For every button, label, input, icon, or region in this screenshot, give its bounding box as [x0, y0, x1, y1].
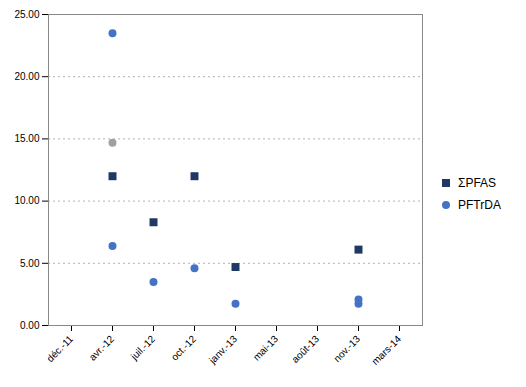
svg-text:15.00: 15.00: [14, 133, 39, 144]
svg-text:août-13: août-13: [289, 333, 321, 365]
svg-text:mai-13: mai-13: [251, 333, 281, 363]
svg-text:mars-14: mars-14: [369, 333, 403, 367]
svg-text:déc.-11: déc.-11: [44, 333, 75, 364]
svg-text:5.00: 5.00: [20, 258, 40, 269]
svg-text:10.00: 10.00: [14, 195, 39, 206]
svg-text:avr.-12: avr.-12: [87, 333, 117, 363]
svg-text:oct.-12: oct.-12: [169, 333, 199, 363]
svg-text:janv.-13: janv.-13: [206, 333, 239, 366]
svg-text:0.00: 0.00: [20, 320, 40, 331]
svg-text:20.00: 20.00: [14, 71, 39, 82]
html-text:ΣPFAS: ΣPFAS: [458, 175, 497, 190]
svg-text:juil.-12: juil.-12: [128, 333, 158, 363]
html-text:PFTrDA: PFTrDA: [458, 197, 501, 212]
svg-text:nov.-13: nov.-13: [331, 333, 362, 364]
svg-text:25.00: 25.00: [14, 9, 39, 20]
